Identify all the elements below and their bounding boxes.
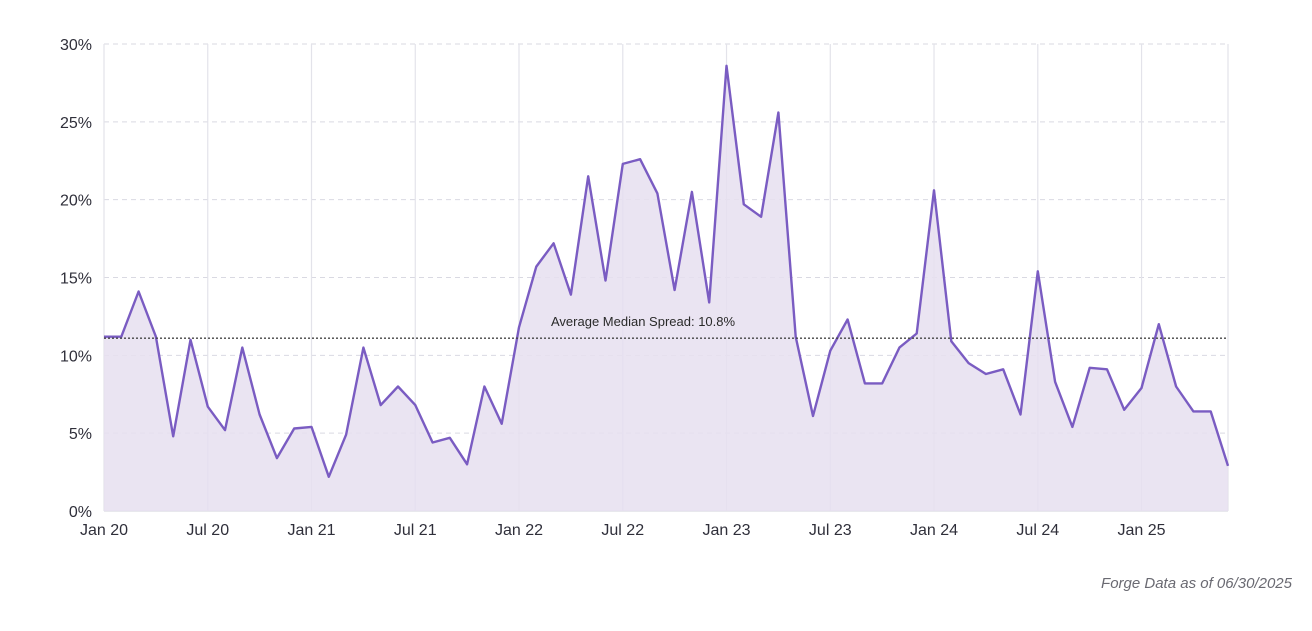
x-tick-label-0: Jan 20 — [80, 522, 128, 539]
data-point-53 — [1019, 413, 1021, 415]
data-source-footnote: Forge Data as of 06/30/2025 — [1101, 575, 1292, 592]
data-point-34 — [691, 191, 693, 193]
x-tick-label-3: Jul 21 — [394, 522, 437, 539]
data-point-47 — [916, 332, 918, 334]
x-tick-label-4: Jan 22 — [495, 522, 543, 539]
data-point-35 — [708, 301, 710, 303]
data-point-5 — [189, 339, 191, 341]
data-point-11 — [293, 427, 295, 429]
data-point-59 — [1123, 409, 1125, 411]
data-point-32 — [656, 192, 658, 194]
data-point-14 — [345, 434, 347, 436]
data-point-49 — [950, 340, 952, 342]
data-point-10 — [276, 457, 278, 459]
data-point-57 — [1088, 367, 1090, 369]
data-point-42 — [829, 349, 831, 351]
y-tick-label-6: 30% — [60, 37, 92, 54]
x-tick-label-6: Jan 23 — [702, 522, 750, 539]
data-point-51 — [985, 373, 987, 375]
data-point-28 — [587, 175, 589, 177]
data-point-41 — [812, 415, 814, 417]
data-point-13 — [328, 476, 330, 478]
data-point-45 — [881, 382, 883, 384]
data-point-3 — [155, 335, 157, 337]
data-point-46 — [898, 346, 900, 348]
y-tick-label-1: 5% — [69, 426, 92, 443]
data-point-61 — [1158, 323, 1160, 325]
series-line — [104, 64, 1230, 478]
x-tick-label-1: Jul 20 — [186, 522, 229, 539]
data-point-50 — [967, 362, 969, 364]
x-tick-label-10: Jan 25 — [1118, 522, 1166, 539]
data-point-20 — [449, 437, 451, 439]
data-point-23 — [501, 423, 503, 425]
y-tick-label-3: 15% — [60, 271, 92, 288]
data-point-24 — [518, 326, 520, 328]
data-point-36 — [725, 65, 727, 67]
data-point-19 — [431, 441, 433, 443]
data-point-9 — [258, 413, 260, 415]
average-reference: Average Median Spread: 10.8% — [104, 314, 1228, 339]
y-tick-label-2: 10% — [60, 348, 92, 365]
data-point-6 — [207, 406, 209, 408]
data-point-37 — [743, 203, 745, 205]
data-point-30 — [622, 163, 624, 165]
data-point-56 — [1071, 426, 1073, 428]
data-point-33 — [673, 289, 675, 291]
data-point-0 — [103, 335, 105, 337]
y-tick-label-0: 0% — [69, 504, 92, 521]
average-reference-label: Average Median Spread: 10.8% — [551, 314, 735, 329]
data-point-62 — [1175, 385, 1177, 387]
x-tick-label-7: Jul 23 — [809, 522, 852, 539]
data-point-63 — [1192, 410, 1194, 412]
data-point-65 — [1227, 465, 1229, 467]
plot-area — [103, 64, 1230, 512]
y-tick-label-5: 25% — [60, 115, 92, 132]
data-point-39 — [777, 111, 779, 113]
data-point-7 — [224, 429, 226, 431]
data-point-40 — [794, 335, 796, 337]
data-point-29 — [604, 279, 606, 281]
data-point-15 — [362, 346, 364, 348]
series-area-fill — [104, 65, 1228, 512]
data-point-55 — [1054, 381, 1056, 383]
x-tick-label-2: Jan 21 — [287, 522, 335, 539]
data-point-58 — [1106, 368, 1108, 370]
data-point-48 — [933, 189, 935, 191]
data-point-12 — [310, 426, 312, 428]
y-tick-label-4: 20% — [60, 193, 92, 210]
data-point-22 — [483, 385, 485, 387]
data-point-17 — [397, 385, 399, 387]
data-point-4 — [172, 435, 174, 437]
data-point-64 — [1210, 410, 1212, 412]
data-point-44 — [864, 382, 866, 384]
data-point-16 — [379, 404, 381, 406]
data-point-54 — [1037, 270, 1039, 272]
x-tick-label-8: Jan 24 — [910, 522, 958, 539]
data-point-25 — [535, 265, 537, 267]
data-point-8 — [241, 346, 243, 348]
data-point-26 — [552, 242, 554, 244]
data-point-27 — [570, 293, 572, 295]
x-tick-label-5: Jul 22 — [601, 522, 644, 539]
data-point-38 — [760, 216, 762, 218]
data-point-2 — [137, 290, 139, 292]
data-point-52 — [1002, 368, 1004, 370]
data-point-43 — [846, 318, 848, 320]
data-point-60 — [1140, 387, 1142, 389]
data-point-31 — [639, 158, 641, 160]
data-point-18 — [414, 404, 416, 406]
axis-labels: 0% 5% 10% 15% 20% 25% 30% Jan 20 Jul 20 Jan 21 Jul… — [60, 37, 1166, 539]
data-point-21 — [466, 463, 468, 465]
x-tick-label-9: Jul 24 — [1016, 522, 1059, 539]
data-point-1 — [120, 335, 122, 337]
